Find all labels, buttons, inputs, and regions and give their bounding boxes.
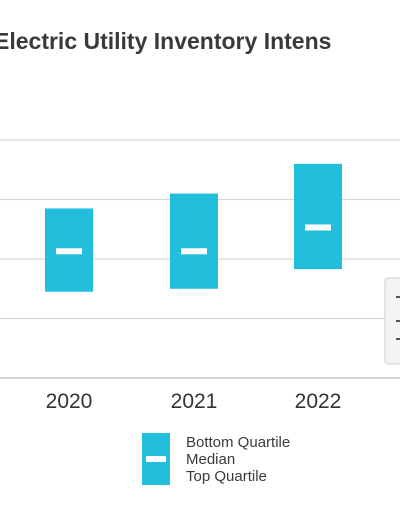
legend-label-median: Median [186,451,235,468]
range-bar-2022[interactable] [294,163,342,270]
legend: Bottom Quartile Median Top Quartile [142,433,290,485]
median-marker-2020 [56,248,82,255]
median-marker-2022 [305,224,331,231]
tooltip-panel [384,277,400,365]
median-marker-2021 [181,248,207,255]
range-bar-2021[interactable] [170,193,218,289]
legend-median-marker [146,456,166,462]
range-bars [45,163,342,292]
chart-title: Electric Utility Inventory Intens [0,28,331,54]
legend-label-bottom-quartile: Bottom Quartile [186,434,290,451]
x-tick-label-2021: 2021 [171,390,218,413]
x-axis-ticks: 2020 2021 2022 [46,390,342,413]
x-tick-label-2022: 2022 [295,390,342,413]
legend-label-top-quartile: Top Quartile [186,468,267,485]
x-tick-label-2020: 2020 [46,390,93,413]
